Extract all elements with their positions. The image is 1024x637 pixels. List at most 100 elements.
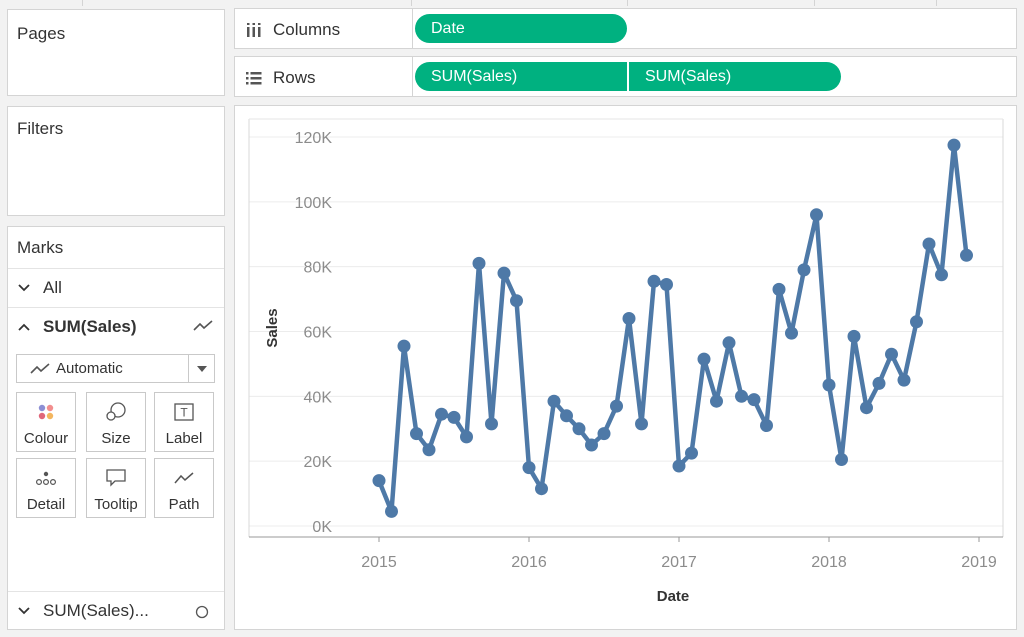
data-point: [622, 312, 636, 325]
tooltip-button[interactable]: Tooltip: [86, 458, 146, 518]
marks-all-label: All: [43, 278, 62, 297]
data-point: [660, 278, 673, 291]
data-point: [772, 282, 786, 296]
tooltip-icon: [105, 467, 127, 489]
y-tick-label: 100K: [295, 195, 333, 212]
path-button[interactable]: Path: [154, 458, 214, 518]
mark-type-dropdown[interactable]: Automatic: [16, 354, 215, 383]
data-point: [960, 248, 973, 262]
data-point: [572, 422, 586, 436]
chevron-down-icon: [17, 281, 31, 295]
data-point: [897, 373, 911, 387]
data-point: [785, 326, 798, 340]
detail-button[interactable]: Detail: [16, 458, 76, 518]
data-point: [810, 208, 823, 222]
colour-icon: [35, 401, 57, 423]
path-label: Path: [168, 496, 200, 513]
marks-all-row[interactable]: All: [8, 268, 224, 307]
data-point: [385, 504, 398, 518]
marks-sum-sales-2-row[interactable]: SUM(Sales)...: [8, 591, 224, 629]
circle-mark-icon: [195, 604, 209, 624]
detail-label: Detail: [26, 496, 66, 513]
data-point: [435, 407, 448, 421]
pages-card[interactable]: Pages: [7, 9, 225, 96]
data-point: [460, 430, 473, 444]
y-tick-label: 20K: [304, 454, 333, 471]
marks-sum-sales-label: SUM(Sales): [43, 316, 137, 336]
marks-card: Marks All SUM(Sales) Automatic: [7, 226, 225, 630]
svg-text:T: T: [180, 406, 188, 420]
data-point: [635, 417, 648, 431]
chart-view: 0K 20K 40K 60K 80K 100K 120K 2015 2016 2017 2018 20…: [234, 105, 1017, 630]
marks-title: Marks: [17, 238, 64, 257]
shelf-divider: [412, 57, 413, 96]
data-point: [672, 459, 686, 473]
rows-label: Rows: [273, 68, 316, 87]
data-point: [947, 138, 961, 152]
rows-shelf-label: Rows: [245, 68, 316, 88]
x-tick-label: 2016: [511, 554, 547, 571]
data-point: [597, 427, 611, 441]
line-chart: 0K 20K 40K 60K 80K 100K 120K 2015 2016 2017 2018 20…: [248, 118, 1004, 605]
size-button[interactable]: Size: [86, 392, 146, 452]
shelf-divider: [412, 9, 413, 48]
y-tick-label: 120K: [295, 130, 333, 147]
data-point: [885, 347, 898, 361]
label-icon: T: [173, 401, 195, 423]
x-tick-label: 2017: [661, 554, 697, 571]
filters-card[interactable]: Filters: [7, 106, 225, 216]
sales-series-line: [376, 142, 969, 514]
data-point: [735, 389, 748, 403]
line-mark-icon: [30, 362, 50, 376]
data-point: [722, 336, 736, 350]
rows-pill-sum-sales-2[interactable]: SUM(Sales): [629, 62, 841, 91]
data-point: [447, 410, 461, 424]
columns-shelf[interactable]: Columns Date: [234, 8, 1017, 49]
data-point: [547, 394, 561, 408]
mark-type-value: Automatic: [56, 360, 123, 377]
top-tick-marks: [0, 0, 1024, 6]
y-tick-label: 0K: [312, 519, 332, 536]
colour-label: Colour: [23, 430, 69, 447]
size-icon: [105, 401, 127, 423]
data-point: [760, 419, 773, 432]
data-point: [397, 339, 411, 353]
x-tick-label: 2019: [961, 554, 997, 571]
label-button[interactable]: T Label: [154, 392, 214, 452]
marks-sum-sales-2-label: SUM(Sales)...: [43, 600, 149, 620]
data-point: [585, 438, 598, 452]
chevron-up-icon: [17, 320, 31, 334]
data-point: [497, 266, 511, 280]
columns-icon: [245, 22, 263, 38]
detail-icon: [35, 467, 57, 489]
data-point: [560, 409, 573, 423]
colour-button[interactable]: Colour: [16, 392, 76, 452]
tooltip-label: Tooltip: [94, 496, 138, 513]
rows-pill-sum-sales-1[interactable]: SUM(Sales): [415, 62, 627, 91]
data-point: [747, 393, 761, 407]
line-mark-icon: [192, 318, 214, 339]
data-point: [835, 453, 848, 466]
x-tick-label: 2018: [811, 554, 847, 571]
data-point: [522, 461, 536, 475]
columns-shelf-label: Columns: [245, 20, 340, 40]
data-point: [610, 399, 623, 413]
rows-shelf[interactable]: Rows SUM(Sales) SUM(Sales): [234, 56, 1017, 97]
data-point: [685, 446, 698, 460]
data-point: [872, 376, 886, 390]
y-tick-label: 80K: [304, 260, 333, 277]
columns-pill-date[interactable]: Date: [415, 14, 627, 43]
data-point: [372, 474, 386, 488]
dropdown-arrow-icon[interactable]: [188, 355, 214, 382]
data-point: [847, 329, 861, 343]
marks-sum-sales-row[interactable]: SUM(Sales): [8, 307, 224, 345]
filters-title: Filters: [17, 119, 64, 138]
pages-title: Pages: [17, 24, 66, 43]
data-point: [697, 352, 711, 366]
data-point: [422, 443, 436, 457]
data-point: [822, 378, 836, 392]
size-label: Size: [101, 430, 131, 447]
x-axis-title: Date: [657, 588, 690, 605]
data-point: [860, 401, 873, 415]
label-label: Label: [165, 430, 203, 447]
